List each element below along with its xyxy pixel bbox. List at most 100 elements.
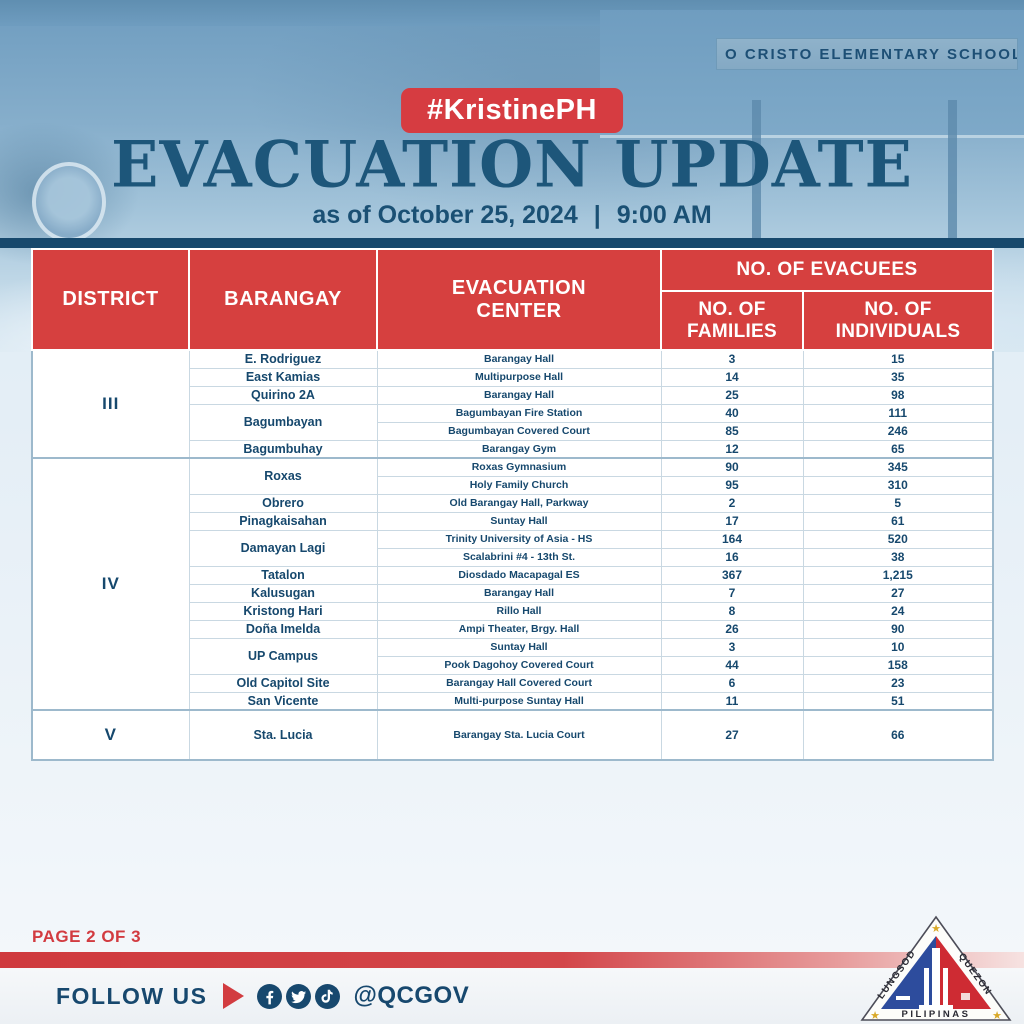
- evacuation-center-cell: Ampi Theater, Brgy. Hall: [376, 619, 662, 639]
- table-row: Holy Family Church 95 310: [32, 475, 994, 495]
- evacuation-center-cell: Suntay Hall: [376, 637, 662, 657]
- barangay-cell: Tatalon: [188, 565, 378, 585]
- table-row: Tatalon Diosdado Macapagal ES 367 1,215: [32, 565, 994, 585]
- table-row: Pook Dagohoy Covered Court 44 158: [32, 655, 994, 675]
- barangay-cell: San Vicente: [188, 691, 378, 711]
- district-cell: III: [31, 349, 190, 459]
- evacuation-center-cell: Suntay Hall: [376, 511, 662, 531]
- individuals-cell: 111: [802, 403, 994, 423]
- arrow-right-icon: [223, 983, 245, 1009]
- subtitle-divider: |: [593, 201, 601, 229]
- evacuation-center-cell: Bagumbayan Fire Station: [376, 403, 662, 423]
- individuals-cell: 23: [802, 673, 994, 693]
- families-cell: 164: [660, 529, 804, 549]
- divider-band: [0, 238, 1024, 248]
- barangay-cell: Doña Imelda: [188, 619, 378, 639]
- table-body: III E. Rodriguez Barangay Hall 3 15 East Kami…: [31, 349, 994, 761]
- individuals-cell: 35: [802, 367, 994, 387]
- families-cell: 95: [660, 475, 804, 495]
- families-cell: 7: [660, 583, 804, 603]
- families-cell: 44: [660, 655, 804, 675]
- social-handle[interactable]: @QCGOV: [353, 982, 470, 1009]
- table-row: Doña Imelda Ampi Theater, Brgy. Hall 26 90: [32, 619, 994, 639]
- evacuation-table: DISTRICT BARANGAY EVACUATION CENTER NO. …: [31, 248, 994, 761]
- individuals-cell: 98: [802, 385, 994, 405]
- families-cell: 2: [660, 493, 804, 513]
- table-row: III E. Rodriguez Barangay Hall 3 15: [31, 349, 994, 459]
- table-row: Bagumbayan Bagumbayan Fire Station 40 111: [32, 403, 994, 441]
- star-icon: ★: [870, 1010, 880, 1022]
- quezon-city-logo: ★ ★ ★ LUNGSOD QUEZON PILIPINAS: [860, 915, 1012, 1022]
- barangay-cell: UP Campus: [188, 637, 378, 675]
- social-icons: [257, 983, 341, 1009]
- individuals-cell: 90: [802, 619, 994, 639]
- evacuation-center-cell: Barangay Hall: [376, 385, 662, 405]
- table-row: Old Capitol Site Barangay Hall Covered Co…: [32, 673, 994, 693]
- families-cell: 85: [660, 421, 804, 441]
- evacuation-center-cell: Barangay Hall: [376, 583, 662, 603]
- individuals-cell: 15: [802, 349, 994, 369]
- individuals-cell: 1,215: [802, 565, 994, 585]
- evacuees-group-header: NO. OF EVACUEES: [660, 248, 994, 292]
- families-cell: 90: [660, 457, 804, 477]
- page-title: EVACUATION UPDATE: [111, 127, 913, 202]
- evacuation-center-cell: Diosdado Macapagal ES: [376, 565, 662, 585]
- table-row: IV Roxas Roxas Gymnasium 90 345: [31, 457, 994, 711]
- as-of-date: as of October 25, 2024: [312, 201, 578, 229]
- footer-red-bar: [0, 952, 1024, 968]
- evacuation-center-cell: Barangay Gym: [376, 439, 662, 459]
- evacuation-center-cell: Multi-purpose Suntay Hall: [376, 691, 662, 711]
- school-wall: [600, 10, 1024, 138]
- evacuation-center-cell: Multipurpose Hall: [376, 367, 662, 387]
- barangay-cell: Obrero: [188, 493, 378, 513]
- wall-post: [948, 100, 957, 250]
- individuals-cell: 65: [802, 439, 994, 459]
- hashtag-badge: #KristinePH: [401, 88, 623, 133]
- individuals-cell: 5: [802, 493, 994, 513]
- evacuation-center-cell: Trinity University of Asia - HS: [376, 529, 662, 549]
- individuals-cell: 51: [802, 691, 994, 711]
- barangay-cell: Kalusugan: [188, 583, 378, 603]
- table-row: Bagumbayan Covered Court 85 246: [32, 421, 994, 441]
- barangay-cell: E. Rodriguez: [188, 349, 378, 369]
- individuals-cell: 246: [802, 421, 994, 441]
- follow-us-label: FOLLOW US: [56, 982, 208, 1009]
- tiktok-icon[interactable]: [315, 983, 341, 1009]
- barangay-cell: Kristong Hari: [188, 601, 378, 621]
- boat-mark: [896, 996, 910, 1000]
- individuals-cell: 61: [802, 511, 994, 531]
- barangay-cell: Damayan Lagi: [188, 529, 378, 567]
- families-cell: 14: [660, 367, 804, 387]
- individuals-header: NO. OF INDIVIDUALS: [802, 290, 994, 351]
- evacuation-center-cell: Bagumbayan Covered Court: [376, 421, 662, 441]
- individuals-cell: 27: [802, 583, 994, 603]
- subtitle: as of October 25, 2024 | 9:00 AM: [0, 201, 1024, 230]
- wall-post: [752, 100, 761, 250]
- barangay-cell: Quirino 2A: [188, 385, 378, 405]
- evacuation-center-cell: Pook Dagohoy Covered Court: [376, 655, 662, 675]
- page-indicator: PAGE 2 OF 3: [32, 927, 142, 946]
- barangay-cell: Pinagkaisahan: [188, 511, 378, 531]
- individuals-cell: 310: [802, 475, 994, 495]
- facebook-icon[interactable]: [257, 983, 283, 1009]
- table-row: Kalusugan Barangay Hall 7 27: [32, 583, 994, 603]
- barangay-cell: Sta. Lucia: [188, 709, 378, 761]
- individuals-cell: 38: [802, 547, 994, 567]
- barangay-cell: Bagumbayan: [188, 403, 378, 441]
- as-of-time: 9:00 AM: [616, 201, 712, 229]
- twitter-icon[interactable]: [286, 983, 312, 1009]
- barangay-cell: East Kamias: [188, 367, 378, 387]
- barangay-cell: Old Capitol Site: [188, 673, 378, 693]
- evacuation-center-cell: Holy Family Church: [376, 475, 662, 495]
- table-row: Quirino 2A Barangay Hall 25 98: [32, 385, 994, 405]
- evacuation-center-cell: Rillo Hall: [376, 601, 662, 621]
- logo-bottom-text: PILIPINAS: [902, 1009, 971, 1020]
- table-row: V Sta. Lucia Barangay Sta. Lucia Court 27 66: [31, 709, 994, 761]
- table-header: DISTRICT BARANGAY EVACUATION CENTER NO. …: [31, 248, 994, 351]
- individuals-cell: 158: [802, 655, 994, 675]
- barangay-cell: Bagumbuhay: [188, 439, 378, 459]
- evacuation-center-cell: Roxas Gymnasium: [376, 457, 662, 477]
- school-sign: O CRISTO ELEMENTARY SCHOOL: [716, 38, 1018, 70]
- individuals-cell: 66: [802, 709, 994, 761]
